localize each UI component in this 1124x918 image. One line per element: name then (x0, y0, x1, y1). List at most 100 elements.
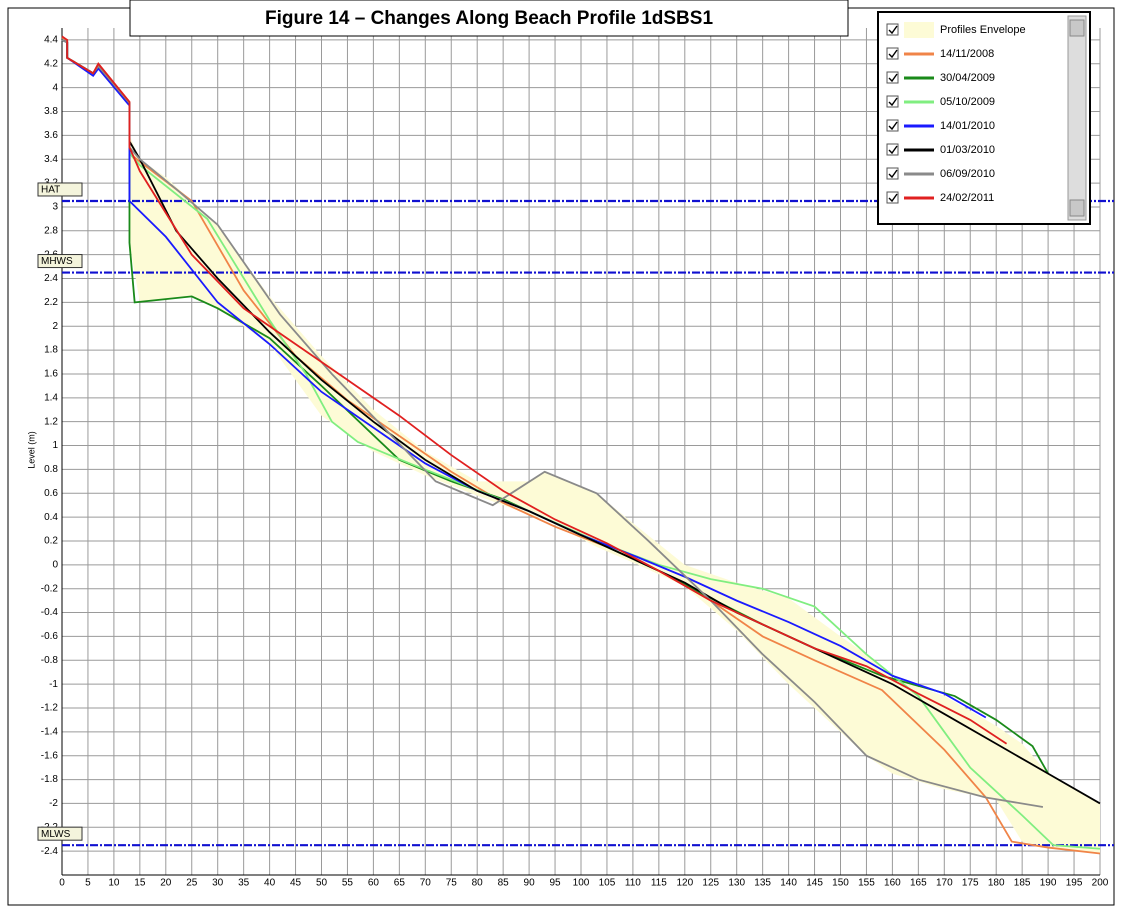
y-tick-label: -1.2 (41, 703, 59, 714)
x-tick-label: 190 (1040, 878, 1057, 889)
x-tick-label: 150 (832, 878, 849, 889)
y-tick-label: 4.2 (44, 58, 58, 69)
x-tick-label: 45 (290, 878, 302, 889)
x-tick-label: 110 (625, 878, 641, 889)
x-tick-label: 165 (910, 878, 927, 889)
x-tick-label: 75 (446, 878, 458, 889)
legend-label: 14/11/2008 (940, 48, 994, 60)
x-tick-label: 175 (962, 878, 979, 889)
y-tick-label: -2.4 (41, 846, 59, 857)
legend-check (888, 169, 898, 179)
legend-label: 14/01/2010 (940, 120, 995, 132)
title-box (129, 0, 849, 37)
series-line (61, 35, 1008, 745)
y-tick-label: 2 (52, 321, 58, 332)
y-tick-label: -0.6 (41, 631, 59, 642)
x-tick-label: 155 (858, 878, 875, 889)
x-tick-label: 95 (549, 878, 561, 889)
reference-label: HAT (41, 185, 60, 196)
x-tick-label: 85 (498, 878, 510, 889)
legend-swatch (904, 22, 934, 38)
reference-label-box (37, 182, 83, 197)
y-tick-label: -0.8 (41, 655, 59, 666)
y-tick-label: 2.2 (44, 297, 58, 308)
x-tick-label: 100 (573, 878, 590, 889)
legend-label: Profiles Envelope (940, 24, 1026, 36)
legend-label: 30/04/2009 (940, 72, 995, 84)
scroll-down[interactable] (1069, 199, 1085, 217)
legend-check (888, 73, 898, 83)
x-tick-label: 200 (1092, 878, 1109, 889)
y-tick-label: 0.8 (44, 464, 58, 475)
x-tick-label: 80 (472, 878, 484, 889)
x-tick-label: 120 (676, 878, 693, 889)
x-tick-label: 15 (134, 878, 146, 889)
x-tick-label: 145 (806, 878, 823, 889)
y-tick-label: 0.2 (44, 536, 58, 547)
x-tick-label: 105 (599, 878, 616, 889)
legend-check (888, 97, 898, 107)
legend-checkbox[interactable] (886, 47, 899, 60)
y-tick-label: 1 (52, 440, 58, 451)
y-tick-label: 3.8 (44, 106, 58, 117)
legend-checkbox[interactable] (886, 95, 899, 108)
x-tick-label: 0 (59, 878, 65, 889)
y-tick-label: 4 (52, 82, 58, 93)
y-tick-label: -2 (49, 798, 58, 809)
y-tick-label: 4.4 (44, 35, 58, 46)
legend-checkbox[interactable] (886, 167, 899, 180)
y-tick-label: 1.8 (44, 345, 58, 356)
x-tick-label: 195 (1066, 878, 1083, 889)
x-tick-label: 70 (420, 878, 432, 889)
legend-label: 01/03/2010 (940, 144, 995, 156)
legend-label: 06/09/2010 (940, 168, 995, 180)
x-tick-label: 135 (754, 878, 771, 889)
y-tick-label: 1.6 (44, 369, 58, 380)
y-tick-label: -1.6 (41, 750, 59, 761)
x-tick-label: 40 (264, 878, 276, 889)
reference-label: MLWS (41, 829, 71, 840)
x-tick-label: 55 (342, 878, 354, 889)
y-tick-label: 3.6 (44, 130, 58, 141)
x-tick-label: 90 (524, 878, 536, 889)
y-tick-label: 0.6 (44, 488, 58, 499)
legend: Profiles Envelope 14/11/2008 30/04/2009 05/… (877, 11, 1091, 225)
legend-label: 05/10/2009 (940, 96, 995, 108)
x-tick-label: 60 (368, 878, 380, 889)
x-tick-label: 115 (651, 878, 667, 889)
x-tick-label: 5 (85, 878, 91, 889)
x-tick-label: 160 (884, 878, 901, 889)
legend-check (888, 25, 898, 35)
legend-check (888, 121, 898, 131)
x-tick-label: 35 (238, 878, 250, 889)
y-axis-label: Level (m) (26, 431, 36, 469)
legend-checkbox[interactable] (886, 119, 899, 132)
x-tick-label: 125 (702, 878, 719, 889)
legend-checkbox[interactable] (886, 23, 899, 36)
x-tick-label: 180 (988, 878, 1005, 889)
x-tick-label: 170 (936, 878, 953, 889)
y-tick-label: -1 (49, 679, 58, 690)
x-tick-label: 140 (780, 878, 797, 889)
y-tick-label: -1.8 (41, 774, 59, 785)
y-tick-label: -0.2 (41, 583, 59, 594)
legend-checkbox[interactable] (886, 71, 899, 84)
x-tick-label: 25 (186, 878, 198, 889)
legend-check (888, 49, 898, 59)
legend-check (888, 145, 898, 155)
reference-label-box (37, 826, 83, 841)
x-tick-label: 50 (316, 878, 328, 889)
y-tick-label: 2.8 (44, 225, 58, 236)
legend-checkbox[interactable] (886, 191, 899, 204)
series-line (61, 39, 1044, 808)
x-tick-label: 65 (394, 878, 406, 889)
y-tick-label: 0 (52, 559, 58, 570)
chart-title: Figure 14 – Changes Along Beach Profile … (265, 8, 713, 29)
profiles-envelope (129, 135, 1101, 854)
x-tick-label: 10 (108, 878, 120, 889)
legend-checkbox[interactable] (886, 143, 899, 156)
scrollbar[interactable] (1067, 15, 1087, 221)
scroll-up[interactable] (1069, 19, 1085, 37)
y-tick-label: -0.4 (41, 607, 59, 618)
